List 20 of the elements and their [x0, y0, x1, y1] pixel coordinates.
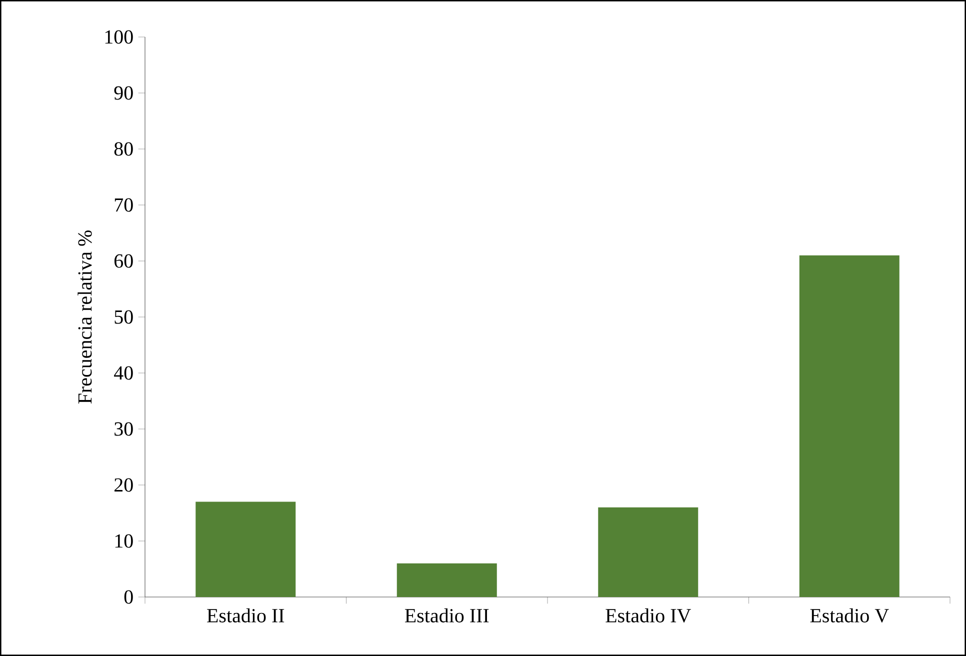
y-tick-label: 50: [114, 310, 133, 324]
x-tick-label: Estadio III: [404, 608, 489, 622]
y-tick-label: 10: [115, 534, 133, 548]
y-tick-label: 20: [114, 478, 133, 492]
bar: [196, 502, 296, 597]
y-tick-label: 70: [114, 198, 133, 212]
y-tick-label: 60: [114, 254, 133, 268]
y-tick-label: 30: [114, 422, 133, 436]
y-tick-label: 80: [114, 142, 133, 156]
bar: [598, 507, 698, 597]
y-tick-label: 90: [114, 86, 133, 100]
y-tick-label: 40: [114, 366, 133, 380]
x-tick-label: Estadio V: [810, 608, 889, 623]
x-tick-label: Estadio II: [207, 608, 284, 622]
y-axis-title: Frecuencia relativa %: [78, 230, 92, 404]
bar: [799, 255, 900, 597]
y-tick-label: 0: [124, 590, 133, 604]
x-tick-label: Estadio IV: [606, 608, 691, 623]
bar: [396, 563, 497, 597]
y-tick-label: 100: [105, 30, 133, 44]
